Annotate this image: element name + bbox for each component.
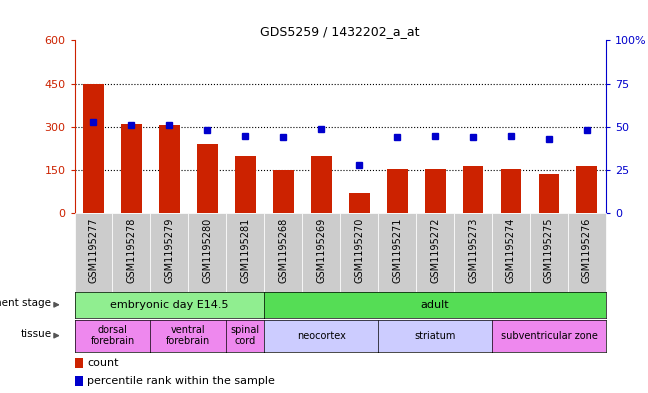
FancyBboxPatch shape xyxy=(189,213,226,292)
FancyBboxPatch shape xyxy=(416,213,454,292)
Bar xyxy=(463,166,483,213)
Bar xyxy=(121,124,142,213)
Bar xyxy=(235,156,256,213)
Text: GSM1195270: GSM1195270 xyxy=(354,217,364,283)
FancyBboxPatch shape xyxy=(492,213,530,292)
FancyBboxPatch shape xyxy=(378,213,416,292)
Text: GSM1195269: GSM1195269 xyxy=(316,217,326,283)
FancyBboxPatch shape xyxy=(530,213,568,292)
Text: embryonic day E14.5: embryonic day E14.5 xyxy=(110,300,229,310)
FancyBboxPatch shape xyxy=(150,213,189,292)
Text: GSM1195272: GSM1195272 xyxy=(430,217,440,283)
Text: GSM1195279: GSM1195279 xyxy=(165,217,174,283)
FancyBboxPatch shape xyxy=(113,213,150,292)
Bar xyxy=(387,169,408,213)
Text: striatum: striatum xyxy=(415,331,456,341)
Text: GSM1195278: GSM1195278 xyxy=(126,217,137,283)
Text: adult: adult xyxy=(421,300,450,310)
Text: GSM1195273: GSM1195273 xyxy=(468,217,478,283)
Text: development stage: development stage xyxy=(0,299,51,309)
Text: GSM1195277: GSM1195277 xyxy=(89,217,98,283)
Bar xyxy=(311,156,332,213)
Bar xyxy=(349,193,369,213)
Text: tissue: tissue xyxy=(20,329,51,339)
FancyBboxPatch shape xyxy=(454,213,492,292)
Text: GSM1195281: GSM1195281 xyxy=(240,217,250,283)
Bar xyxy=(577,166,597,213)
Text: GSM1195275: GSM1195275 xyxy=(544,217,554,283)
Text: neocortex: neocortex xyxy=(297,331,345,341)
Bar xyxy=(424,169,446,213)
Bar xyxy=(75,376,84,386)
FancyBboxPatch shape xyxy=(340,213,378,292)
Bar xyxy=(273,170,294,213)
Text: GSM1195271: GSM1195271 xyxy=(392,217,402,283)
FancyBboxPatch shape xyxy=(568,213,606,292)
Bar xyxy=(197,144,218,213)
Text: GSM1195276: GSM1195276 xyxy=(582,217,592,283)
FancyBboxPatch shape xyxy=(75,213,113,292)
Text: GSM1195268: GSM1195268 xyxy=(278,217,288,283)
FancyBboxPatch shape xyxy=(264,213,302,292)
Text: ventral
forebrain: ventral forebrain xyxy=(167,325,211,346)
Text: count: count xyxy=(87,358,119,368)
Bar xyxy=(159,125,180,213)
Bar xyxy=(83,84,104,213)
Text: subventricular zone: subventricular zone xyxy=(500,331,597,341)
Bar xyxy=(538,174,559,213)
Bar xyxy=(500,169,522,213)
Text: dorsal
forebrain: dorsal forebrain xyxy=(90,325,135,346)
Text: GSM1195274: GSM1195274 xyxy=(506,217,516,283)
Text: percentile rank within the sample: percentile rank within the sample xyxy=(87,376,275,386)
FancyBboxPatch shape xyxy=(226,213,264,292)
Title: GDS5259 / 1432202_a_at: GDS5259 / 1432202_a_at xyxy=(260,25,420,38)
Bar xyxy=(75,358,84,368)
FancyBboxPatch shape xyxy=(302,213,340,292)
Text: spinal
cord: spinal cord xyxy=(231,325,260,346)
Text: GSM1195280: GSM1195280 xyxy=(202,217,213,283)
